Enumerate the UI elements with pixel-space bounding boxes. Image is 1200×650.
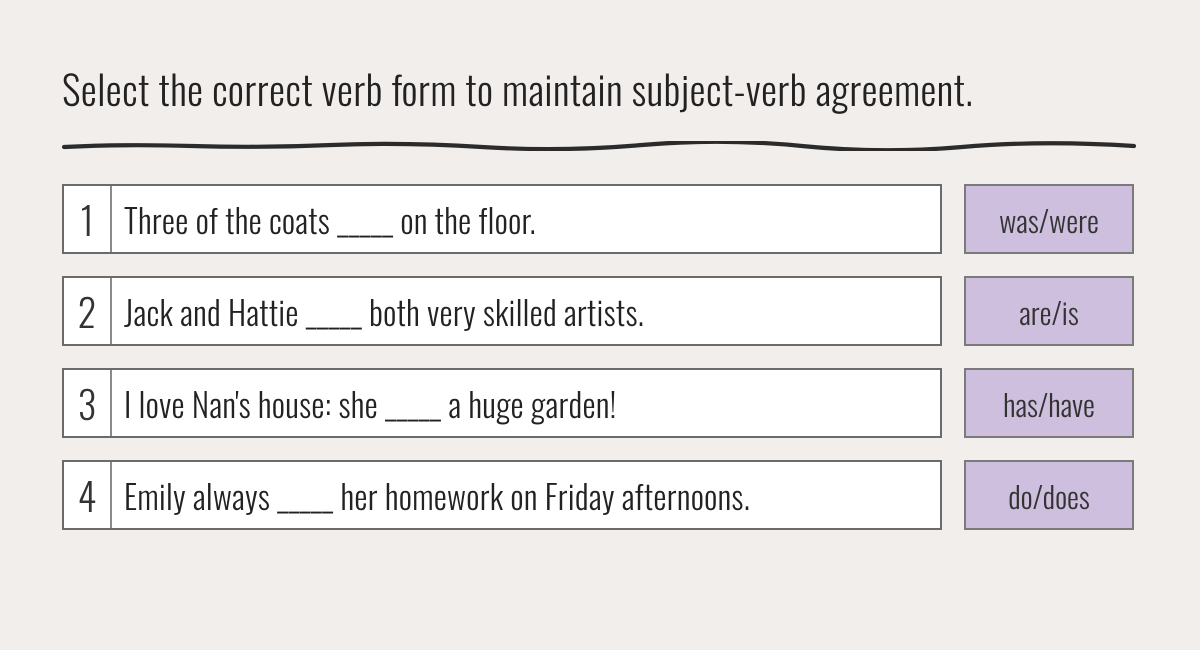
title-divider xyxy=(62,132,1138,156)
answer-option-button[interactable]: do/does xyxy=(964,460,1134,530)
question-box: 3 I love Nan's house: she _____ a huge g… xyxy=(62,368,942,438)
question-box: 4 Emily always _____ her homework on Fri… xyxy=(62,460,942,530)
question-box: 1 Three of the coats _____ on the floor. xyxy=(62,184,942,254)
question-text: Jack and Hattie _____ both very skilled … xyxy=(112,278,940,344)
question-text: Emily always _____ her homework on Frida… xyxy=(112,462,940,528)
question-number: 1 xyxy=(64,186,112,252)
question-box: 2 Jack and Hattie _____ both very skille… xyxy=(62,276,942,346)
question-number: 2 xyxy=(64,278,112,344)
question-number: 4 xyxy=(64,462,112,528)
page-title: Select the correct verb form to maintain… xyxy=(62,58,1138,118)
question-row: 2 Jack and Hattie _____ both very skille… xyxy=(62,276,1138,346)
question-number: 3 xyxy=(64,370,112,436)
question-row: 1 Three of the coats _____ on the floor.… xyxy=(62,184,1138,254)
question-row: 3 I love Nan's house: she _____ a huge g… xyxy=(62,368,1138,438)
question-row: 4 Emily always _____ her homework on Fri… xyxy=(62,460,1138,530)
question-text: Three of the coats _____ on the floor. xyxy=(112,186,940,252)
questions-container: 1 Three of the coats _____ on the floor.… xyxy=(62,184,1138,530)
answer-option-button[interactable]: was/were xyxy=(964,184,1134,254)
question-text: I love Nan's house: she _____ a huge gar… xyxy=(112,370,940,436)
answer-option-button[interactable]: are/is xyxy=(964,276,1134,346)
answer-option-button[interactable]: has/have xyxy=(964,368,1134,438)
